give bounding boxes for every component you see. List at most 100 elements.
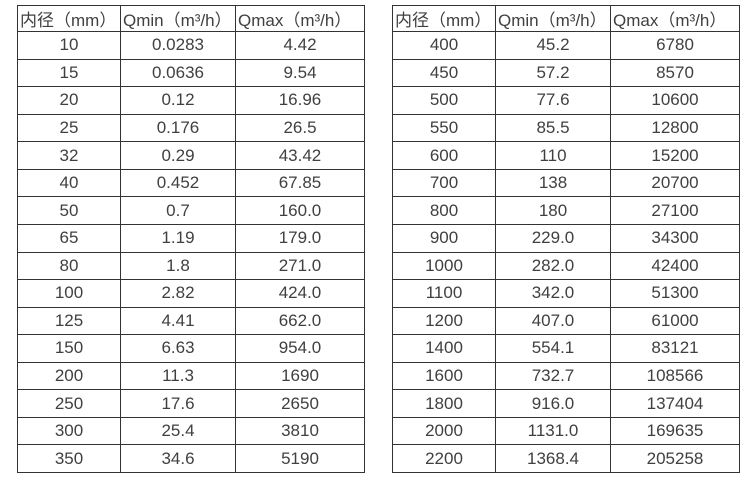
table-row: 900 229.0 34300 [392, 223, 740, 253]
column-header-qmin: Qmin（m³/h） [495, 5, 611, 32]
table-row: 10 0.0283 4.42 [17, 31, 365, 60]
table-row: 65 1.19 179.0 [17, 223, 365, 253]
table-row: 1800 916.0 137404 [392, 389, 740, 418]
table-cell-qmin: 180 [495, 196, 611, 225]
table-row: 1600 732.7 108566 [392, 361, 740, 391]
table-row: 1000 282.0 42400 [392, 251, 740, 281]
table-cell-inner-diameter: 80 [17, 251, 121, 281]
table-cell-qmax: 954.0 [235, 334, 365, 363]
table-cell-qmin: 0.12 [120, 86, 236, 115]
table-cell-qmin: 6.63 [120, 334, 236, 363]
table-cell-qmax: 169635 [610, 416, 740, 446]
table-cell-inner-diameter: 700 [392, 168, 496, 198]
table-row: 32 0.29 43.42 [17, 141, 365, 170]
table-cell-qmin: 1.19 [120, 223, 236, 253]
table-cell-inner-diameter: 200 [17, 361, 121, 391]
table-cell-qmin: 0.0283 [120, 31, 236, 60]
table-cell-qmin: 17.6 [120, 389, 236, 418]
table-cell-inner-diameter: 500 [392, 86, 496, 115]
table-cell-inner-diameter: 10 [17, 31, 121, 60]
table-cell-qmin: 1368.4 [495, 444, 611, 473]
table-row: 50 0.7 160.0 [17, 196, 365, 225]
table-cell-inner-diameter: 600 [392, 141, 496, 170]
table-row: 350 34.6 5190 [17, 444, 365, 473]
table-cell-qmax: 42400 [610, 251, 740, 281]
table-row: 100 2.82 424.0 [17, 279, 365, 308]
table-cell-qmin: 407.0 [495, 306, 611, 336]
table-cell-qmin: 2.82 [120, 279, 236, 308]
table-row: 300 25.4 3810 [17, 416, 365, 446]
table-cell-qmin: 0.0636 [120, 58, 236, 88]
table-cell-qmax: 1690 [235, 361, 365, 391]
table-cell-qmax: 271.0 [235, 251, 365, 281]
table-cell-qmin: 4.41 [120, 306, 236, 336]
table-cell-inner-diameter: 2000 [392, 416, 496, 446]
table-cell-inner-diameter: 1100 [392, 279, 496, 308]
table-cell-inner-diameter: 50 [17, 196, 121, 225]
table-row: 1200 407.0 61000 [392, 306, 740, 336]
table-cell-inner-diameter: 40 [17, 168, 121, 198]
table-cell-inner-diameter: 350 [17, 444, 121, 473]
column-header-qmax: Qmax（m³/h） [235, 5, 365, 32]
table-row: 700 138 20700 [392, 168, 740, 198]
table-cell-qmin: 57.2 [495, 58, 611, 88]
table-cell-qmax: 6780 [610, 31, 740, 60]
table-cell-qmin: 138 [495, 168, 611, 198]
table-row: 80 1.8 271.0 [17, 251, 365, 281]
table-row: 600 110 15200 [392, 141, 740, 170]
table-cell-inner-diameter: 65 [17, 223, 121, 253]
table-row: 400 45.2 6780 [392, 31, 740, 60]
table-cell-qmin: 282.0 [495, 251, 611, 281]
table-cell-qmin: 25.4 [120, 416, 236, 446]
table-row: 150 6.63 954.0 [17, 334, 365, 363]
table-cell-qmax: 179.0 [235, 223, 365, 253]
table-cell-qmin: 11.3 [120, 361, 236, 391]
table-row: 200 11.3 1690 [17, 361, 365, 391]
column-header-inner-diameter: 内径（mm） [392, 5, 496, 32]
table-cell-inner-diameter: 1200 [392, 306, 496, 336]
table-cell-qmin: 342.0 [495, 279, 611, 308]
table-cell-inner-diameter: 800 [392, 196, 496, 225]
table-cell-qmax: 27100 [610, 196, 740, 225]
flow-range-table-large-diameters: 内径（mm） Qmin（m³/h） Qmax（m³/h） 400 45.2 6780 450… [392, 5, 740, 473]
table-cell-inner-diameter: 550 [392, 113, 496, 143]
table-cell-inner-diameter: 125 [17, 306, 121, 336]
table-cell-qmin: 0.176 [120, 113, 236, 143]
table-cell-inner-diameter: 250 [17, 389, 121, 418]
table-cell-qmin: 1131.0 [495, 416, 611, 446]
table-cell-inner-diameter: 150 [17, 334, 121, 363]
table-row: 20 0.12 16.96 [17, 86, 365, 115]
table-cell-qmin: 34.6 [120, 444, 236, 473]
table-cell-qmax: 205258 [610, 444, 740, 473]
table-cell-qmax: 3810 [235, 416, 365, 446]
table-row: 25 0.176 26.5 [17, 113, 365, 143]
table-cell-qmax: 20700 [610, 168, 740, 198]
table-cell-qmin: 916.0 [495, 389, 611, 418]
table-cell-qmax: 137404 [610, 389, 740, 418]
table-cell-qmax: 12800 [610, 113, 740, 143]
table-cell-qmin: 85.5 [495, 113, 611, 143]
table-cell-qmin: 732.7 [495, 361, 611, 391]
column-header-inner-diameter: 内径（mm） [17, 5, 121, 32]
table-row: 550 85.5 12800 [392, 113, 740, 143]
table-cell-qmin: 0.452 [120, 168, 236, 198]
table-cell-qmax: 26.5 [235, 113, 365, 143]
table-cell-inner-diameter: 1600 [392, 361, 496, 391]
table-cell-inner-diameter: 300 [17, 416, 121, 446]
header-row: 内径（mm） Qmin（m³/h） Qmax（m³/h） [17, 5, 365, 32]
table-row: 1100 342.0 51300 [392, 279, 740, 308]
table-cell-qmax: 67.85 [235, 168, 365, 198]
table-row: 2200 1368.4 205258 [392, 444, 740, 473]
table-cell-inner-diameter: 25 [17, 113, 121, 143]
header-row: 内径（mm） Qmin（m³/h） Qmax（m³/h） [392, 5, 740, 32]
table-cell-inner-diameter: 32 [17, 141, 121, 170]
table-cell-qmin: 0.29 [120, 141, 236, 170]
table-cell-qmax: 34300 [610, 223, 740, 253]
table-cell-qmax: 4.42 [235, 31, 365, 60]
table-cell-qmin: 0.7 [120, 196, 236, 225]
table-cell-qmin: 554.1 [495, 334, 611, 363]
table-cell-qmax: 83121 [610, 334, 740, 363]
table-cell-qmax: 51300 [610, 279, 740, 308]
table-row: 450 57.2 8570 [392, 58, 740, 88]
